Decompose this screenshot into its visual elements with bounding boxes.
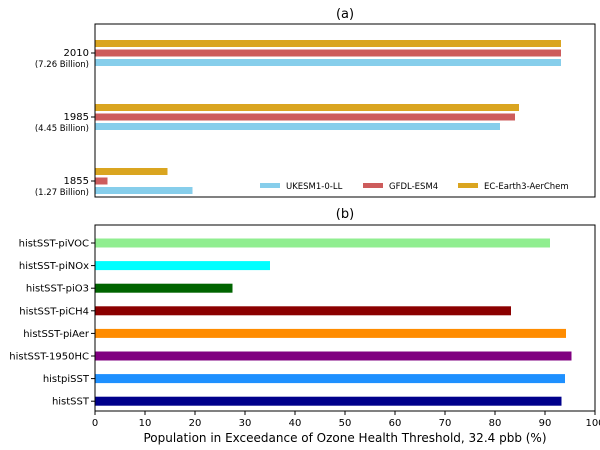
bar-1985-GFDL-ESM4 [95,113,515,121]
bar-histSST-piAer [95,328,566,338]
legend-entry: EC-Earth3-AerChem [484,182,569,192]
panel-a-bars [95,40,561,194]
bar-1855-UKESM1-0-LL [95,187,193,194]
panel-a-frame [94,23,596,198]
category-label: histSST-piAer [23,329,90,340]
x-tick-label: 0 [92,418,98,429]
legend-entry: GFDL-ESM4 [389,182,438,192]
category-label: histSST-piNOx [19,261,89,272]
x-tick-label: 70 [439,418,452,429]
panel-a-legend: UKESM1-0-LL GFDL-ESM4 EC-Earth3-AerChem [260,182,569,192]
panel-b-title: (b) [336,207,354,222]
legend-swatch [363,183,383,188]
bar-histSST [95,396,562,406]
bar-1855-GFDL-ESM4 [95,177,108,185]
bar-2010-UKESM1-0-LL [95,59,561,66]
legend-swatch [458,183,478,188]
panel-b-bars [95,238,572,406]
bar-2010-GFDL-ESM4 [95,49,561,57]
x-tick-label: 60 [389,418,402,429]
category-sublabel: (7.26 Billion) [35,60,89,70]
bar-2010-EC-Earth3-AerChem [95,40,561,47]
bar-histSST-piO3 [95,283,233,293]
category-label: histSST-piCH4 [19,306,89,317]
bar-histSST-piCH4 [95,306,511,316]
category-label: histSST-piO3 [26,284,89,295]
legend-entry: UKESM1-0-LL [286,182,343,192]
bar-1855-EC-Earth3-AerChem [95,168,168,175]
category-label: histSST-1950HC [9,352,89,363]
panel-b-x-ticks: 0 10 20 30 40 50 60 70 80 90 100 [92,411,600,429]
bar-1985-UKESM1-0-LL [95,123,500,130]
bar-histSST-piVOC [95,238,550,248]
x-axis-label: Population in Exceedance of Ozone Health… [143,431,546,445]
category-label: histSST [52,397,90,408]
bar-histSST-piNOx [95,261,270,271]
x-tick-label: 50 [339,418,352,429]
x-tick-label: 20 [189,418,202,429]
category-label: 1985 [64,112,89,123]
x-tick-label: 40 [289,418,302,429]
category-sublabel: (4.45 Billion) [35,124,89,134]
category-label: 1855 [64,176,89,187]
x-tick-label: 10 [139,418,152,429]
bar-histSST-1950HC [95,351,572,361]
category-label: 2010 [64,48,89,59]
panel-a-category-labels: 2010(7.26 Billion) 1985(4.45 Billion) 1855… [35,48,95,198]
bar-1985-EC-Earth3-AerChem [95,104,519,111]
category-label: histpiSST [43,374,90,385]
panel-a-title: (a) [336,7,354,22]
category-label: histSST-piVOC [19,239,89,250]
x-tick-label: 30 [239,418,252,429]
x-tick-label: 80 [489,418,502,429]
panel-b-category-labels: histSST-piVOC histSST-piNOx histSST-piO3 hi… [9,239,95,408]
bar-histpiSST [95,374,565,384]
x-tick-label: 90 [539,418,552,429]
x-tick-label: 100 [585,418,600,429]
legend-swatch [260,183,280,188]
category-sublabel: (1.27 Billion) [35,188,89,198]
